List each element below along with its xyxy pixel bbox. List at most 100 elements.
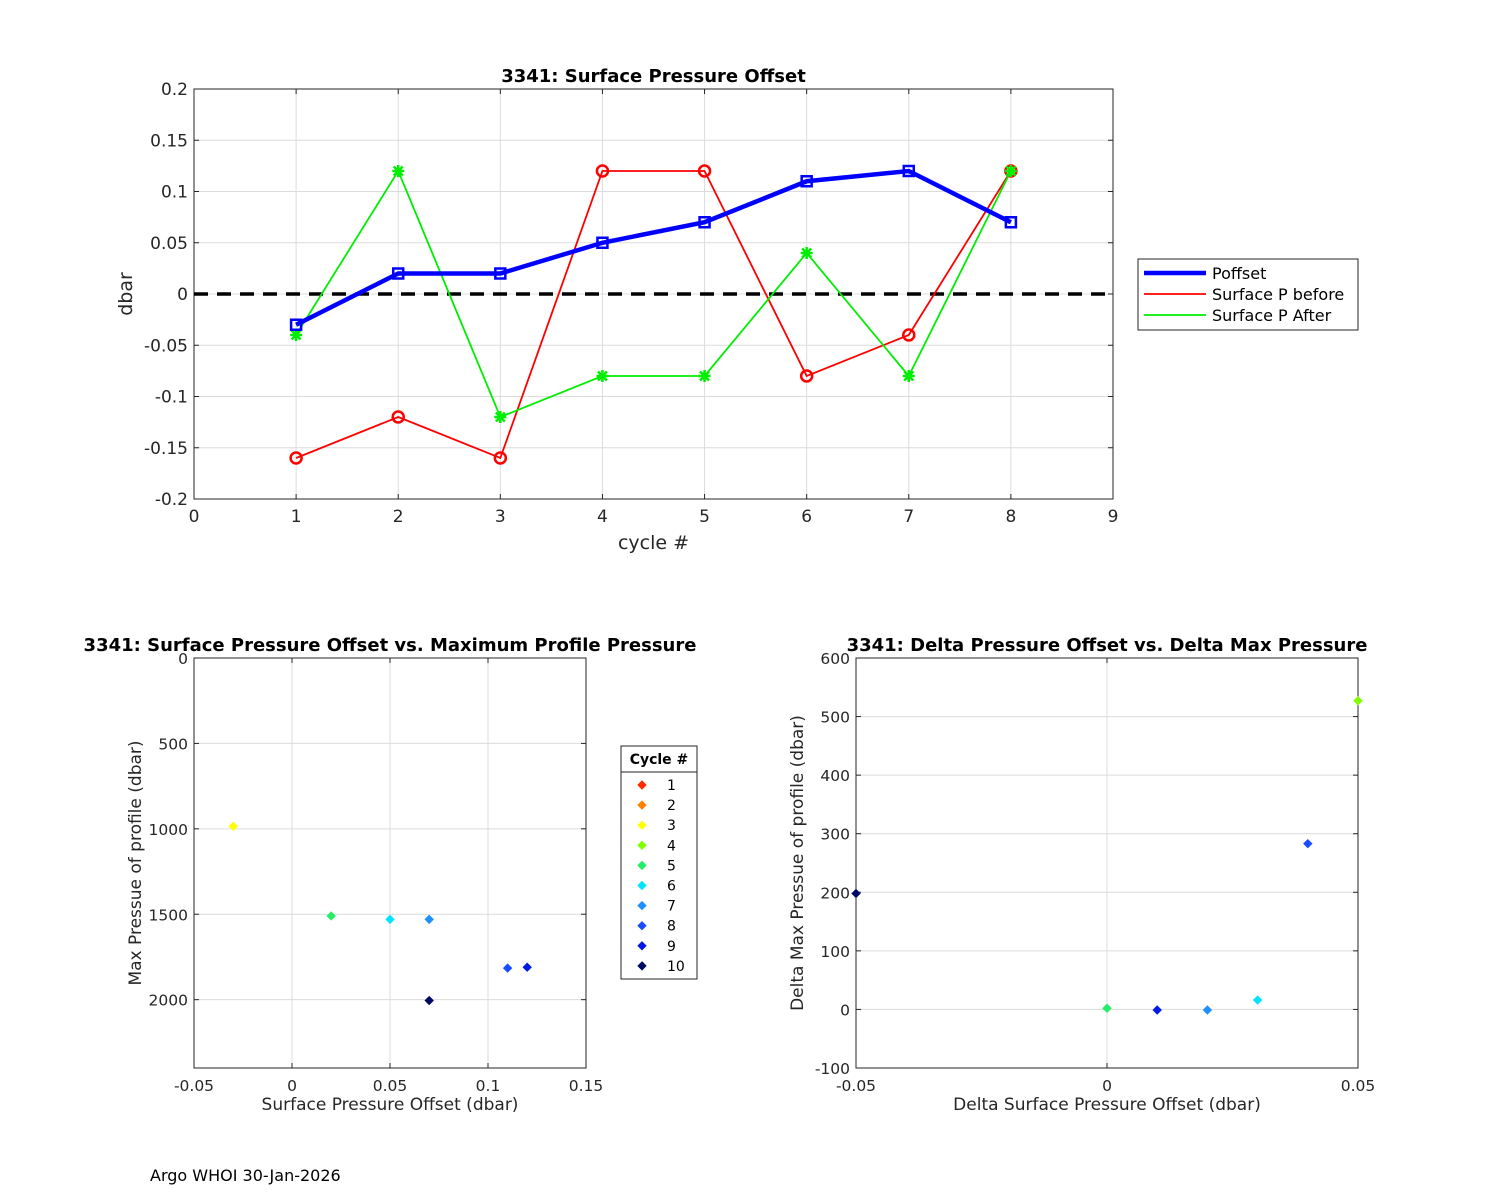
data-point <box>902 370 915 382</box>
legend-marker <box>637 860 647 871</box>
y-tick-label: -0.15 <box>144 439 188 459</box>
legend-label: 2 <box>667 798 676 814</box>
data-point <box>494 267 507 280</box>
data-point <box>1102 1003 1112 1013</box>
data-point <box>1004 216 1018 229</box>
data-point <box>1252 995 1263 1005</box>
x-tick-label: 0.15 <box>569 1077 604 1095</box>
data-point <box>902 164 916 178</box>
legend-box <box>620 745 698 980</box>
legend-marker <box>637 961 647 971</box>
y-axis-label: dbar <box>115 272 137 316</box>
legend-label: 6 <box>667 879 676 895</box>
data-point <box>391 267 405 280</box>
y-tick-label: 0.2 <box>161 80 188 100</box>
y-tick-label: 600 <box>820 650 850 668</box>
x-axis-label: Delta Surface Pressure Offset (dbar) <box>953 1095 1261 1115</box>
y-tick-label: 200 <box>820 884 850 902</box>
data-point <box>902 328 916 342</box>
y-tick-label: 100 <box>820 943 850 961</box>
y-tick-label: 0.05 <box>150 234 188 254</box>
series-surface-p-after <box>290 165 1017 423</box>
axes-2: -0.05 0 0.05 0.1 0.15 0 500 1000 1500 2000 3341: S… <box>84 635 698 1115</box>
y-tick-label: -0.2 <box>155 490 188 510</box>
x-tick-label: 1 <box>291 507 302 527</box>
y-tick-label: -0.1 <box>155 388 188 408</box>
data-point <box>1202 1005 1213 1015</box>
data-point <box>1303 838 1313 849</box>
data-point <box>385 914 395 925</box>
legend: Cycle # 1 2 3 4 5 6 7 8 9 10 <box>620 745 698 980</box>
legend-label: 3 <box>667 818 676 834</box>
scatter-points <box>228 821 532 1006</box>
x-tick-label: 0.1 <box>476 1077 501 1095</box>
x-axis-label: Surface Pressure Offset (dbar) <box>262 1095 519 1115</box>
axes-1: 0 1 2 3 4 5 6 7 8 9 -0.2 -0.15 -0.1 -0.05 0 0.05 0.1 0.15… <box>115 66 1359 554</box>
legend-label: 8 <box>667 919 676 935</box>
x-tick-label: 0.05 <box>1341 1077 1376 1095</box>
data-point <box>596 236 609 249</box>
legend-label: 4 <box>667 838 676 854</box>
legend: Poffset Surface P before Surface P After <box>1137 258 1359 331</box>
y-tick-label: -100 <box>815 1060 850 1078</box>
legend-label: Poffset <box>1212 264 1266 283</box>
x-tick-label: 3 <box>495 507 506 527</box>
data-point <box>289 451 303 465</box>
x-tick-label: 9 <box>1108 507 1119 527</box>
legend-marker <box>637 840 647 851</box>
y-tick-label: 0.1 <box>161 183 188 203</box>
y-tick-label: 400 <box>820 767 850 785</box>
y-tick-label: 0 <box>840 1001 850 1019</box>
data-point <box>595 164 610 178</box>
y-tick-label: -0.05 <box>144 336 188 356</box>
y-tick-label: 0 <box>178 650 188 668</box>
scatter-points <box>851 696 1363 1015</box>
legend-marker <box>637 880 647 891</box>
x-tick-label: 8 <box>1005 507 1016 527</box>
legend-marker <box>637 941 647 951</box>
data-point <box>697 164 712 178</box>
data-point <box>228 821 238 831</box>
data-point <box>522 962 532 972</box>
data-point <box>502 963 513 973</box>
legend-marker <box>637 780 647 790</box>
data-point <box>596 370 609 382</box>
series-line <box>295 168 1012 327</box>
legend-marker <box>637 920 647 931</box>
series-line <box>295 169 1012 419</box>
y-tick-label: 1500 <box>149 906 188 924</box>
x-tick-label: 0.05 <box>373 1077 408 1095</box>
data-point <box>800 247 813 259</box>
x-tick-label: 5 <box>699 507 710 527</box>
legend-label: 1 <box>667 778 676 794</box>
data-point <box>493 451 508 465</box>
legend-marker <box>637 900 647 911</box>
legend-label: 9 <box>667 939 676 955</box>
data-point <box>698 370 711 382</box>
legend-label: 5 <box>667 858 676 874</box>
x-tick-label: 0 <box>287 1077 297 1095</box>
legend-label: 7 <box>667 899 676 915</box>
x-tick-label: 7 <box>903 507 914 527</box>
data-point <box>800 175 813 188</box>
data-point <box>290 329 303 341</box>
data-point <box>391 410 405 424</box>
footer-label: Argo WHOI 30-Jan-2026 <box>150 1166 341 1185</box>
x-tick-label: -0.05 <box>174 1077 214 1095</box>
y-tick-label: 2000 <box>149 992 188 1010</box>
y-tick-label: 500 <box>158 735 188 753</box>
data-point <box>424 995 434 1006</box>
data-point <box>289 318 303 331</box>
y-tick-label: 1000 <box>149 821 188 839</box>
y-tick-label: 0 <box>177 285 188 305</box>
legend-label: 10 <box>667 959 685 975</box>
y-tick-label: 300 <box>820 826 850 844</box>
x-tick-label: 4 <box>597 507 608 527</box>
chart-title: 3341: Delta Pressure Offset vs. Delta Ma… <box>847 635 1368 656</box>
x-tick-label: 0 <box>189 507 200 527</box>
data-point <box>326 911 336 921</box>
chart-title: 3341: Surface Pressure Offset vs. Maximu… <box>84 635 697 656</box>
series-poffset <box>289 164 1018 331</box>
